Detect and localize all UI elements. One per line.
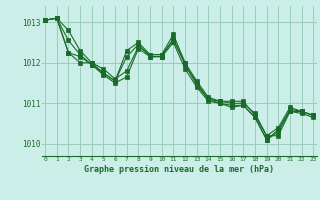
X-axis label: Graphe pression niveau de la mer (hPa): Graphe pression niveau de la mer (hPa) (84, 165, 274, 174)
